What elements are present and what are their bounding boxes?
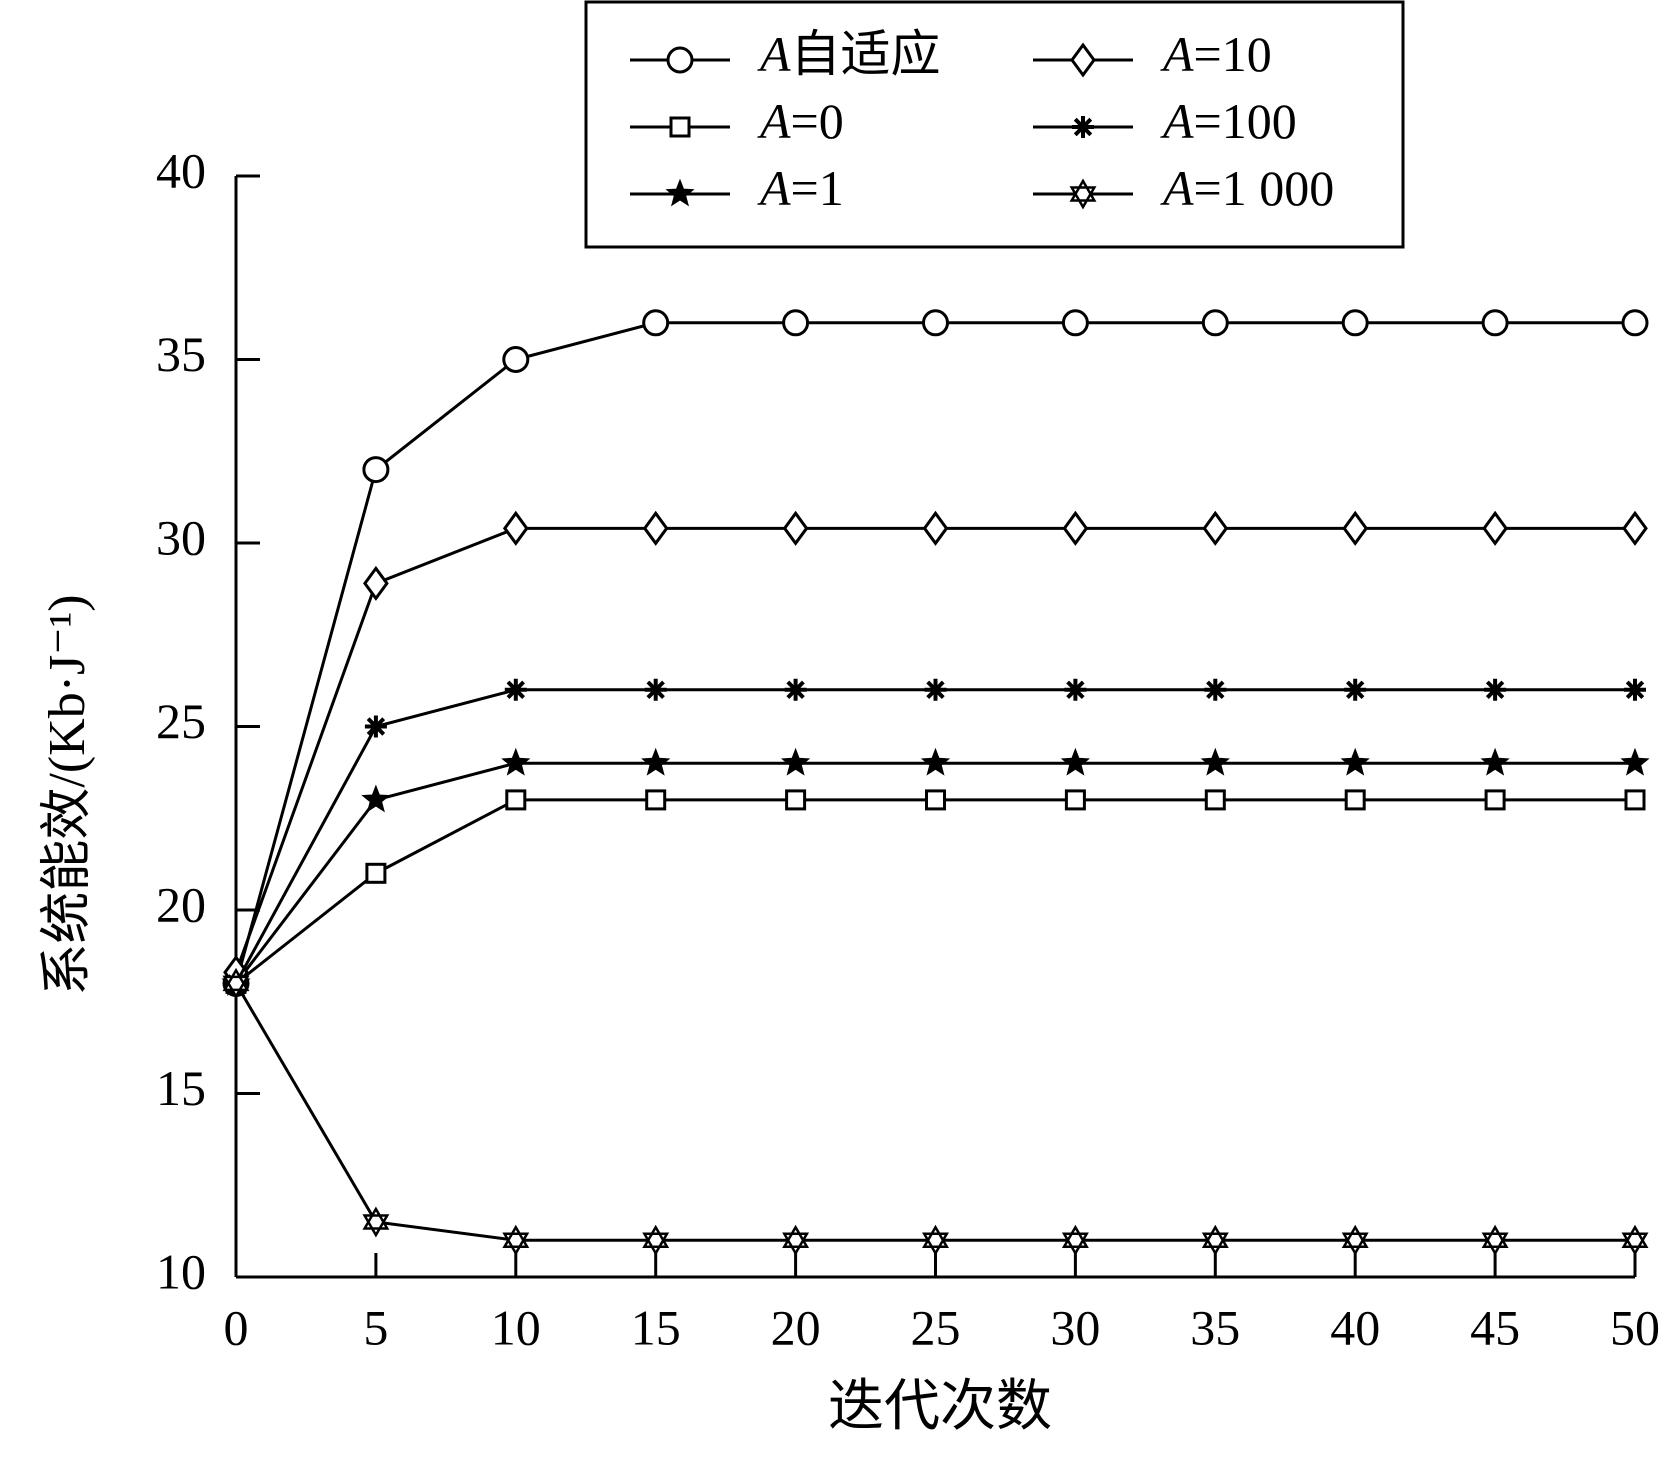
y-tick-label: 35 bbox=[156, 326, 206, 382]
x-tick-label: 15 bbox=[631, 1299, 681, 1355]
x-tick-label: 10 bbox=[491, 1299, 541, 1355]
marker bbox=[1204, 678, 1227, 701]
marker bbox=[1201, 1224, 1229, 1256]
marker bbox=[1344, 789, 1366, 811]
x-tick-label: 40 bbox=[1330, 1299, 1380, 1355]
x-axis-label: 迭代次数 bbox=[828, 1376, 1052, 1438]
marker bbox=[1069, 178, 1097, 210]
marker bbox=[645, 789, 667, 811]
marker bbox=[1484, 789, 1506, 811]
marker bbox=[1341, 1224, 1369, 1256]
y-tick-label: 10 bbox=[156, 1243, 206, 1299]
marker bbox=[1482, 510, 1508, 546]
marker bbox=[1204, 789, 1226, 811]
marker bbox=[642, 1224, 670, 1256]
legend-box bbox=[584, 0, 1405, 249]
marker bbox=[1061, 309, 1089, 337]
marker bbox=[644, 678, 667, 701]
marker bbox=[1070, 42, 1096, 78]
marker bbox=[1341, 309, 1369, 337]
marker bbox=[505, 789, 527, 811]
marker bbox=[363, 565, 389, 601]
marker bbox=[1624, 678, 1646, 701]
x-tick-label: 25 bbox=[911, 1299, 961, 1355]
marker bbox=[502, 510, 529, 546]
legend-label: A自适应 bbox=[757, 26, 941, 82]
x-tick-label: 45 bbox=[1470, 1299, 1520, 1355]
marker bbox=[785, 789, 807, 811]
marker bbox=[1480, 747, 1510, 776]
marker bbox=[642, 510, 669, 546]
marker bbox=[361, 784, 391, 813]
marker bbox=[1064, 678, 1087, 701]
x-tick-label: 35 bbox=[1190, 1299, 1240, 1355]
x-tick-label: 5 bbox=[363, 1299, 388, 1355]
marker bbox=[362, 456, 390, 484]
marker bbox=[782, 1224, 810, 1256]
y-tick-label: 20 bbox=[156, 876, 206, 932]
marker bbox=[1484, 678, 1507, 701]
series-line bbox=[235, 798, 1635, 985]
marker bbox=[1621, 1224, 1649, 1256]
marker bbox=[922, 1224, 949, 1256]
marker bbox=[1622, 510, 1648, 546]
series-line bbox=[234, 982, 1635, 1242]
x-tick-label: 0 bbox=[224, 1299, 249, 1355]
marker bbox=[1061, 1224, 1089, 1256]
marker bbox=[782, 510, 809, 546]
marker bbox=[1072, 116, 1094, 138]
marker bbox=[364, 715, 387, 738]
marker bbox=[1620, 747, 1650, 776]
marker bbox=[924, 678, 947, 701]
marker bbox=[1621, 309, 1649, 337]
marker bbox=[669, 116, 691, 138]
marker bbox=[1202, 510, 1229, 546]
x-tick-label: 20 bbox=[771, 1299, 821, 1355]
y-tick-label: 40 bbox=[156, 142, 206, 198]
marker bbox=[365, 862, 387, 884]
marker bbox=[920, 747, 951, 776]
marker bbox=[782, 309, 810, 337]
marker bbox=[1201, 309, 1229, 337]
marker bbox=[362, 1206, 390, 1238]
marker bbox=[1060, 747, 1091, 776]
legend-label: A=1 bbox=[757, 160, 844, 216]
legend-label: A=0 bbox=[757, 93, 844, 149]
marker bbox=[1340, 747, 1370, 776]
marker bbox=[665, 178, 695, 207]
marker bbox=[1342, 510, 1369, 546]
marker bbox=[780, 747, 811, 776]
marker bbox=[666, 46, 694, 74]
marker bbox=[1481, 309, 1509, 337]
marker bbox=[922, 309, 949, 337]
marker bbox=[642, 309, 670, 337]
marker bbox=[784, 678, 807, 701]
legend-label: A=10 bbox=[1160, 26, 1272, 82]
marker bbox=[1344, 678, 1367, 701]
y-tick-label: 25 bbox=[156, 693, 206, 749]
series-line bbox=[234, 321, 1635, 984]
y-tick-label: 15 bbox=[156, 1060, 206, 1116]
marker bbox=[502, 346, 530, 373]
x-tick-label: 50 bbox=[1610, 1299, 1660, 1355]
marker bbox=[501, 747, 531, 776]
marker bbox=[1064, 789, 1086, 811]
y-tick-label: 30 bbox=[156, 509, 206, 565]
marker bbox=[1062, 510, 1089, 546]
marker bbox=[925, 789, 946, 811]
x-tick-label: 30 bbox=[1050, 1299, 1100, 1355]
marker bbox=[641, 747, 671, 776]
legend-label: A=100 bbox=[1160, 93, 1297, 149]
marker bbox=[922, 510, 949, 546]
y-axis-label: 系统能效/(Kb·J⁻¹) bbox=[39, 594, 96, 995]
marker bbox=[504, 678, 527, 701]
marker bbox=[502, 1224, 530, 1256]
marker bbox=[1624, 789, 1646, 811]
marker bbox=[1200, 747, 1230, 776]
marker bbox=[1481, 1224, 1509, 1256]
marker bbox=[222, 967, 250, 999]
legend-label: A=1 000 bbox=[1160, 160, 1334, 216]
